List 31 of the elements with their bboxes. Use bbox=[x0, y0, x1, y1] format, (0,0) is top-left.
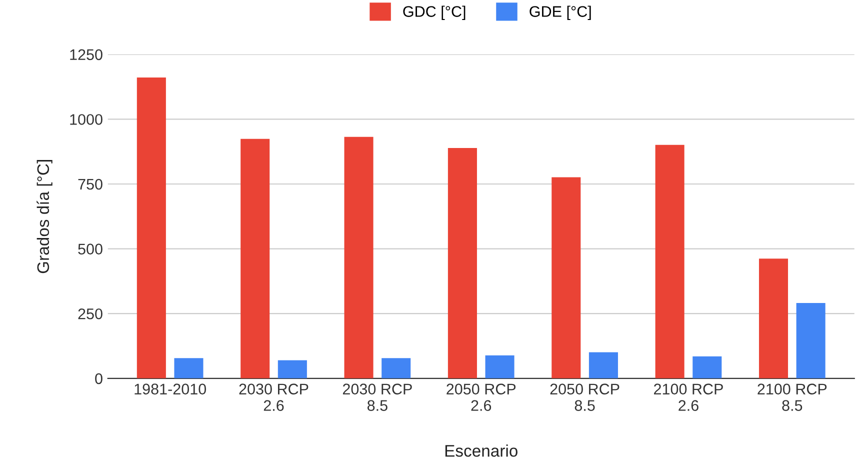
y-tick-label: 0 bbox=[95, 373, 102, 384]
bar bbox=[448, 148, 477, 378]
x-tick-label: 2030 RCP 8.5 bbox=[342, 384, 412, 411]
y-tick-label: 1250 bbox=[70, 49, 102, 60]
x-tick-label: 2100 RCP 2.6 bbox=[654, 384, 723, 411]
bar bbox=[344, 136, 374, 378]
bar bbox=[655, 144, 684, 378]
y-tick-label: 750 bbox=[78, 178, 102, 190]
x-axis-title: Escenario bbox=[445, 444, 518, 457]
x-tick-label: 2100 RCP 8.5 bbox=[758, 384, 827, 411]
x-tick-label: 2050 RCP 2.6 bbox=[446, 384, 516, 411]
bar bbox=[692, 356, 722, 378]
bar bbox=[278, 360, 307, 378]
bar bbox=[485, 355, 514, 378]
bar bbox=[382, 358, 411, 378]
x-tick-label: 1981-2010 bbox=[134, 384, 206, 394]
bar bbox=[136, 77, 166, 378]
bar bbox=[588, 352, 618, 378]
y-tick-label: 1000 bbox=[70, 114, 102, 125]
bar bbox=[174, 358, 204, 378]
bar bbox=[552, 177, 581, 378]
legend-label: GDE [°C] bbox=[530, 6, 591, 20]
bar bbox=[796, 302, 826, 378]
bar bbox=[240, 138, 270, 378]
x-tick-label: 2030 RCP 2.6 bbox=[239, 384, 308, 411]
y-tick-label: 500 bbox=[78, 244, 102, 254]
x-tick-label: 2050 RCP 8.5 bbox=[550, 384, 620, 411]
y-tick-label: 250 bbox=[78, 308, 102, 320]
y-axis-title: Grados día [°C] bbox=[36, 160, 52, 274]
bar bbox=[758, 258, 788, 378]
legend-label: GDC [°C] bbox=[403, 6, 466, 20]
